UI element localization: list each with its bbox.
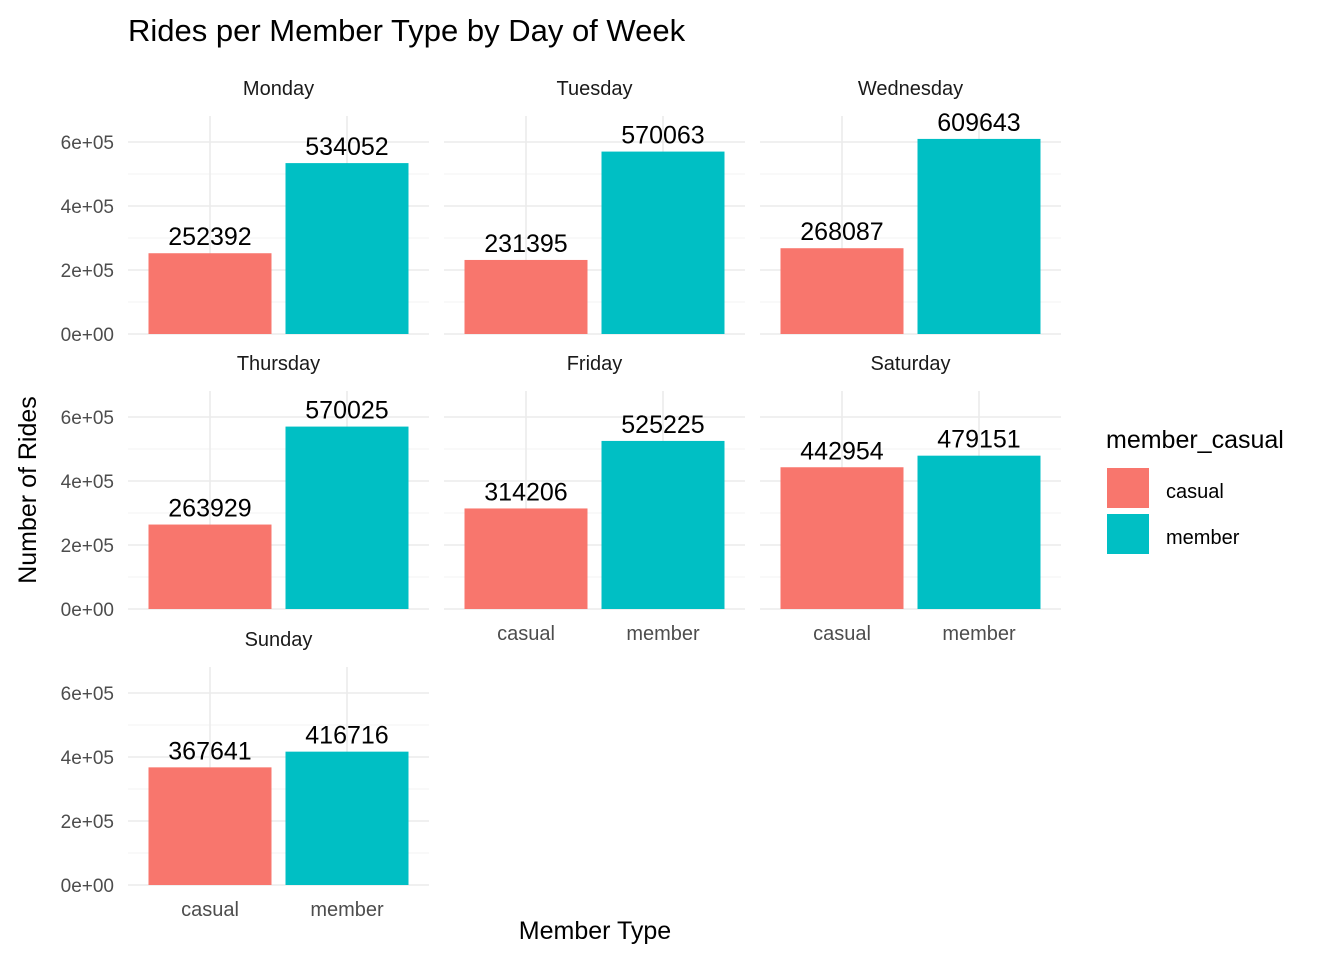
data-label-friday-member: 525225: [621, 411, 704, 439]
legend-key-casual: [1107, 468, 1149, 508]
bar-saturday-casual: [780, 467, 904, 609]
y-tick-label: 4e+05: [61, 472, 114, 493]
bar-thursday-member: [285, 426, 409, 609]
y-tick-label: 0e+00: [61, 325, 114, 346]
bar-saturday-member: [917, 455, 1041, 609]
chart-title: Rides per Member Type by Day of Week: [128, 13, 686, 48]
bar-wednesday-member: [917, 138, 1041, 334]
x-tick-label: member: [942, 623, 1016, 645]
legend-key-member: [1107, 514, 1149, 554]
data-label-tuesday-casual: 231395: [484, 230, 567, 258]
y-axis-label: Number of Rides: [14, 396, 42, 584]
data-label-wednesday-casual: 268087: [800, 218, 883, 246]
facet-label-thursday: Thursday: [237, 353, 320, 375]
y-tick-label: 6e+05: [61, 684, 114, 705]
bar-monday-member: [285, 163, 409, 334]
data-label-tuesday-member: 570063: [621, 122, 704, 150]
data-label-sunday-casual: 367641: [168, 737, 251, 765]
y-tick-label: 4e+05: [61, 197, 114, 218]
bar-friday-casual: [464, 508, 588, 609]
data-label-monday-casual: 252392: [168, 223, 251, 251]
bar-sunday-member: [285, 751, 409, 885]
bar-thursday-casual: [148, 524, 272, 609]
x-tick-label: member: [626, 623, 700, 645]
y-tick-label: 2e+05: [61, 536, 114, 557]
bar-tuesday-member: [601, 151, 725, 334]
facet-label-saturday: Saturday: [870, 353, 950, 375]
facet-label-tuesday: Tuesday: [557, 78, 633, 100]
data-label-monday-member: 534052: [305, 133, 388, 161]
bar-sunday-casual: [148, 767, 272, 885]
facet-panel-tuesday: Tuesday 231395 570063: [444, 78, 745, 335]
data-label-sunday-member: 416716: [305, 722, 388, 750]
legend-label-casual: casual: [1166, 481, 1224, 503]
facet-panel-wednesday: Wednesday 268087 609643: [760, 78, 1061, 335]
facet-label-wednesday: Wednesday: [858, 78, 963, 100]
y-tick-label: 2e+05: [61, 812, 114, 833]
data-label-thursday-member: 570025: [305, 397, 388, 425]
legend: member_casual casual member: [1106, 426, 1284, 554]
facet-label-monday: Monday: [243, 78, 314, 100]
x-tick-label: casual: [497, 623, 555, 645]
data-label-saturday-member: 479151: [937, 426, 1020, 454]
data-label-friday-casual: 314206: [484, 478, 567, 506]
legend-label-member: member: [1166, 527, 1240, 549]
data-label-saturday-casual: 442954: [800, 437, 884, 465]
facet-panel-friday: Friday 314206 525225 casual member: [444, 353, 745, 645]
bar-wednesday-casual: [780, 248, 904, 334]
x-tick-label: member: [310, 899, 384, 921]
bar-tuesday-casual: [464, 259, 588, 334]
x-tick-label: casual: [181, 899, 239, 921]
facet-label-sunday: Sunday: [245, 629, 313, 651]
bar-friday-member: [601, 440, 725, 609]
y-tick-label: 6e+05: [61, 133, 114, 154]
facet-panel-thursday: Thursday 0e+00 2e+05 4e+05 6e+05 263929 570025: [61, 353, 429, 621]
facet-panel-saturday: Saturday 442954 479151 casual member: [760, 353, 1061, 645]
data-label-thursday-casual: 263929: [168, 495, 251, 523]
facet-panel-sunday: Sunday 0e+00 2e+05 4e+05 6e+05 367641 416716 ca…: [61, 629, 429, 921]
y-tick-label: 4e+05: [61, 748, 114, 769]
facet-panels: Monday 0e+00 2e+05 4e+05 6e+05 252392 534052 Tu…: [61, 78, 1061, 921]
facet-panel-monday: Monday 0e+00 2e+05 4e+05 6e+05 252392 534052: [61, 78, 429, 346]
y-tick-label: 0e+00: [61, 876, 114, 897]
facet-label-friday: Friday: [567, 353, 623, 375]
y-tick-label: 2e+05: [61, 261, 114, 282]
x-axis-label: Member Type: [519, 917, 671, 945]
y-tick-label: 0e+00: [61, 600, 114, 621]
bar-monday-casual: [148, 253, 272, 334]
data-label-wednesday-member: 609643: [937, 109, 1020, 137]
legend-title: member_casual: [1106, 426, 1284, 454]
y-tick-label: 6e+05: [61, 408, 114, 429]
x-tick-label: casual: [813, 623, 871, 645]
